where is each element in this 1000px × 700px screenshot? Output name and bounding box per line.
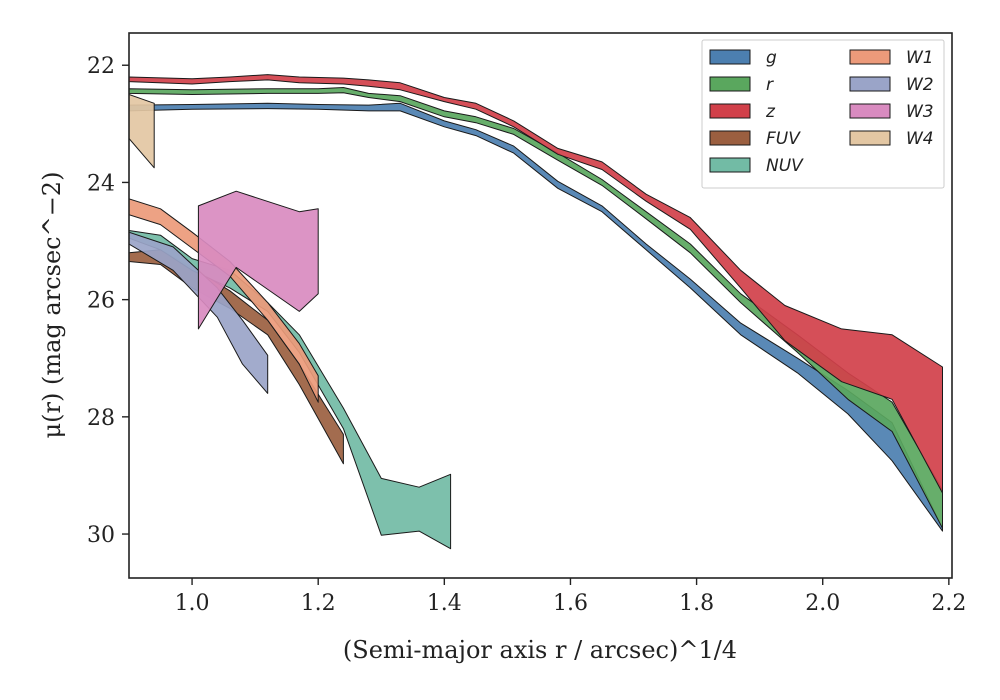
legend-label-z: z xyxy=(765,102,776,122)
y-axis-title-text: μ(r) (mag arcsec^−2) xyxy=(38,172,66,439)
x-tick-label: 1.0 xyxy=(175,591,210,616)
series-bands xyxy=(129,74,943,550)
legend-swatch-g xyxy=(709,49,751,65)
legend: grz FUV NUV W1 W2 W3 W4 xyxy=(701,39,945,189)
y-axis-ticks: 22 24 26 28 30 xyxy=(87,54,129,548)
legend-swatch-fuv xyxy=(709,130,751,146)
y-tick-label: 28 xyxy=(87,406,115,431)
x-tick-label: 1.6 xyxy=(553,591,588,616)
legend-swatch-w4 xyxy=(849,130,891,146)
band-w3 xyxy=(197,190,319,330)
y-tick-label: 24 xyxy=(87,171,115,196)
x-axis-title-text: (Semi-major axis r / arcsec)^1/4 xyxy=(343,636,737,664)
legend-label-fuv: FUV xyxy=(766,129,801,149)
legend-swatch-z xyxy=(709,103,751,119)
legend-label-w4: W4 xyxy=(906,129,934,149)
x-tick-label: 1.2 xyxy=(301,591,336,616)
legend-label-nuv: NUV xyxy=(766,156,804,176)
legend-label-w2: W2 xyxy=(906,75,934,95)
x-axis-ticks: 1.0 1.2 1.4 1.6 1.8 2.0 2.2 xyxy=(175,578,966,616)
y-tick-label: 26 xyxy=(87,289,115,314)
legend-swatch-w1 xyxy=(849,49,891,65)
y-axis-title: μ(r) (mag arcsec^−2) xyxy=(38,172,66,439)
x-tick-label: 1.8 xyxy=(679,591,714,616)
band-r xyxy=(129,87,943,529)
legend-swatch-w2 xyxy=(849,76,891,92)
y-tick-label: 22 xyxy=(87,54,115,79)
legend-label-g: g xyxy=(766,48,777,68)
band-z xyxy=(129,74,943,494)
y-tick-label: 30 xyxy=(87,523,115,548)
legend-label-r: r xyxy=(766,75,774,95)
legend-items: grz FUV NUV W1 W2 W3 W4 xyxy=(709,48,934,176)
band-w4 xyxy=(129,94,155,169)
x-tick-label: 2.2 xyxy=(931,591,966,616)
legend-label-w3: W3 xyxy=(906,102,934,122)
plot-frame xyxy=(128,32,953,579)
legend-swatch-nuv xyxy=(709,157,751,173)
legend-swatch-w3 xyxy=(849,103,891,119)
x-axis-title: (Semi-major axis r / arcsec)^1/4 xyxy=(343,636,737,664)
band-g xyxy=(129,102,943,532)
x-tick-label: 2.0 xyxy=(805,591,840,616)
x-tick-label: 1.4 xyxy=(427,591,462,616)
legend-label-w1: W1 xyxy=(906,48,934,68)
legend-swatch-r xyxy=(709,76,751,92)
